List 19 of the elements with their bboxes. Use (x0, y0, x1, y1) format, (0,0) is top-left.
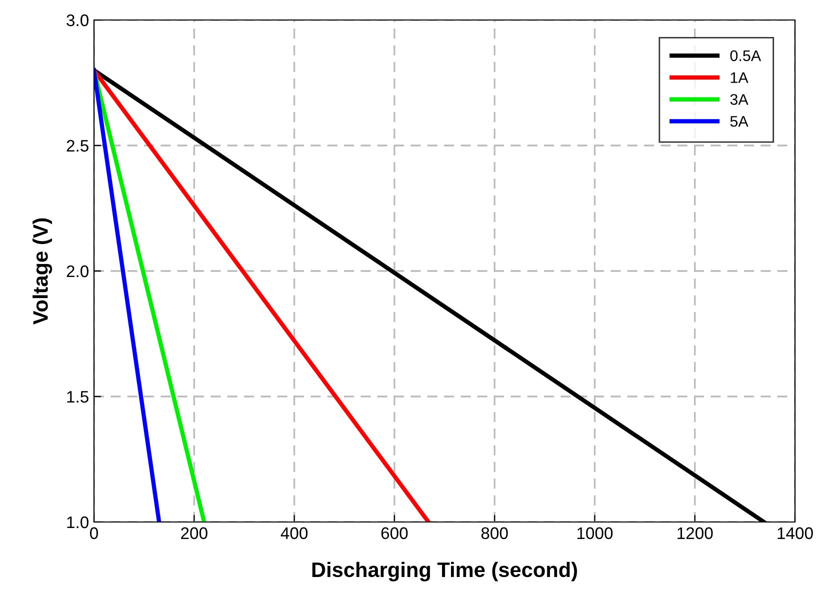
x-tick-label: 800 (481, 527, 508, 540)
x-tick-label: 1400 (778, 527, 813, 540)
y-tick-label: 2.0 (66, 265, 88, 278)
x-tick-label: 400 (280, 527, 308, 540)
y-tick-label: 1.5 (67, 391, 88, 403)
legend-label: 1A (730, 72, 748, 83)
x-axis-title: Discharging Time (second) (312, 562, 577, 582)
x-tick-label: 1000 (577, 527, 613, 540)
x-tick-label: 200 (181, 527, 208, 540)
legend-label: 5A (730, 116, 748, 127)
x-tick-label: 0 (90, 527, 98, 540)
x-tick-label: 600 (381, 527, 408, 540)
y-tick-label: 3.0 (66, 14, 88, 26)
y-axis-title: Voltage (V) (32, 218, 52, 324)
y-tick-label: 1.0 (67, 516, 88, 528)
legend-label: 3A (730, 94, 748, 105)
legend-label: 0.5A (730, 50, 762, 62)
x-tick-label: 1200 (678, 527, 713, 540)
y-tick-label: 2.5 (66, 140, 88, 152)
